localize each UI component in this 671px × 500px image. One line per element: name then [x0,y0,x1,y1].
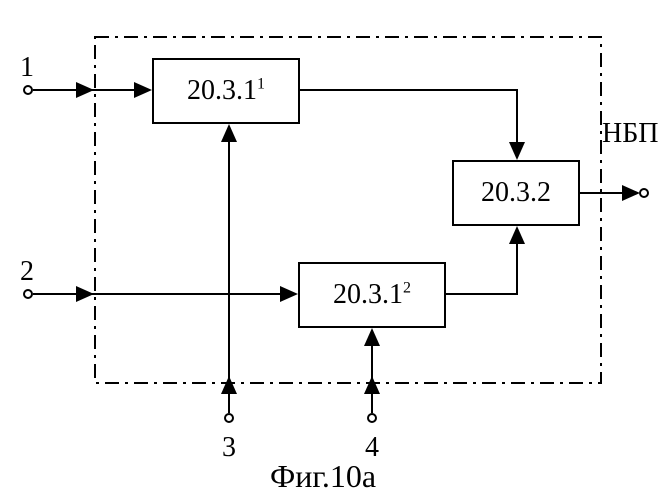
port-3 [224,413,234,423]
arrow-b1-b3 [509,142,525,160]
arrow-b3-out [622,185,640,201]
edge-p3-b1 [228,142,230,413]
arrow-p1-crossing [76,82,94,98]
edge-p2-b2 [33,293,280,295]
block-label: 20.3.11 [187,75,265,107]
edge-b1-b3-h [300,89,518,91]
arrow-p4-b2 [364,328,380,346]
port-out [639,188,649,198]
arrow-p2-crossing [76,286,94,302]
block-20-3-2: 20.3.2 [452,160,580,226]
block-20-3-1-2: 20.3.12 [298,262,446,328]
edge-b2-b3-h [446,293,518,295]
arrow-p1-b1 [134,82,152,98]
port-2-label: 2 [20,256,34,288]
arrow-p2-b2 [280,286,298,302]
port-4 [367,413,377,423]
port-out-label: НБП [602,118,659,150]
port-3-label: 3 [222,432,236,464]
arrow-p3-crossing [221,376,237,394]
arrow-p4-crossing [364,376,380,394]
port-1-label: 1 [20,52,34,84]
edge-b2-b3-v [516,242,518,295]
arrow-p3-b1 [221,124,237,142]
port-1 [23,85,33,95]
figure-caption: Фиг.10а [270,458,376,495]
arrow-b2-b3 [509,226,525,244]
edge-b1-b3-v [516,89,518,144]
block-label: 20.3.2 [481,177,551,209]
block-label: 20.3.12 [333,279,411,311]
port-2 [23,289,33,299]
block-20-3-1-1: 20.3.11 [152,58,300,124]
